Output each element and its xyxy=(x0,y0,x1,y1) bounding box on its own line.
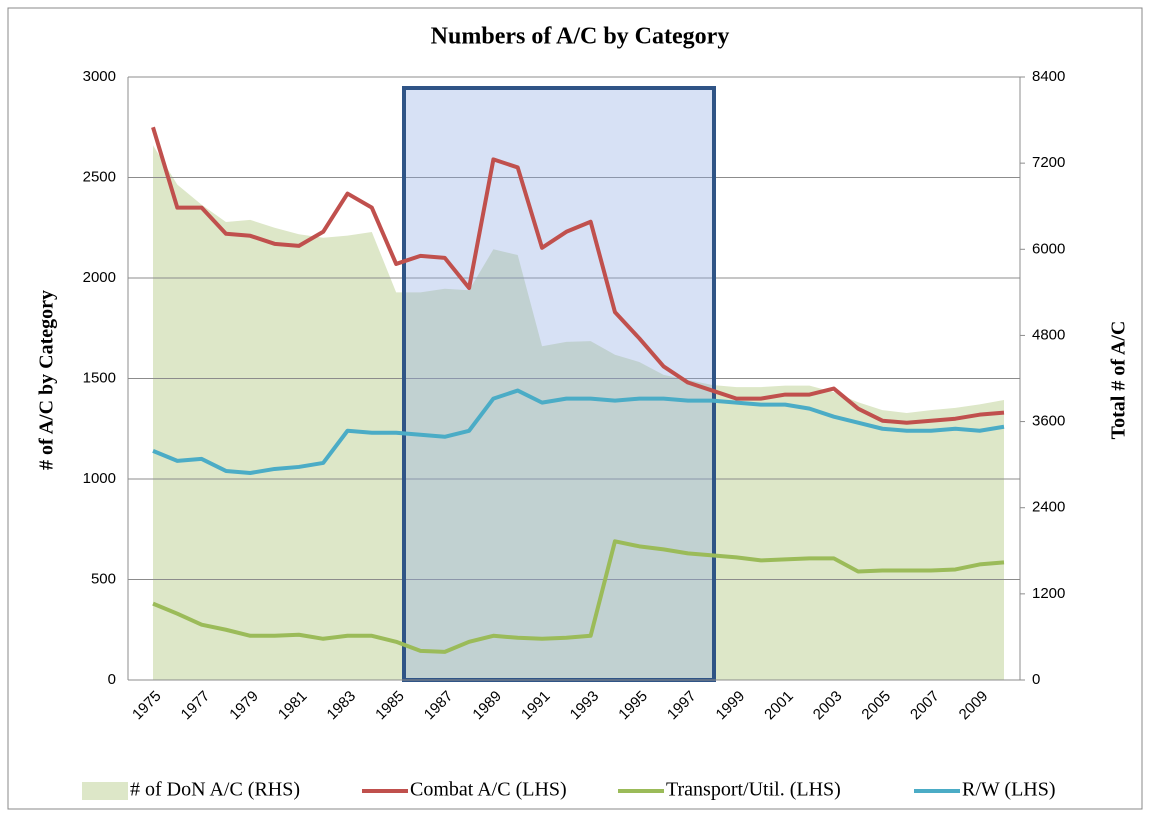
y2-tick-label: 1200 xyxy=(1032,585,1065,602)
y-axis-title: # of A/C by Category xyxy=(36,290,58,470)
y2-axis-title: Total # of A/C xyxy=(1108,321,1130,440)
legend-label: Transport/Util. (LHS) xyxy=(666,779,841,801)
highlight-box xyxy=(402,86,716,682)
legend-label: Combat A/C (LHS) xyxy=(410,779,567,801)
legend-swatch xyxy=(82,782,128,800)
legend-label: R/W (LHS) xyxy=(962,779,1056,801)
y-tick-label: 2500 xyxy=(83,168,116,185)
y2-tick-label: 4800 xyxy=(1032,326,1065,343)
y2-tick-label: 2400 xyxy=(1032,499,1065,516)
legend-label: # of DoN A/C (RHS) xyxy=(130,779,300,801)
y-tick-label: 1000 xyxy=(83,470,116,487)
chart-title: Numbers of A/C by Category xyxy=(431,24,730,50)
y2-tick-label: 0 xyxy=(1032,671,1040,688)
y-tick-label: 0 xyxy=(108,671,116,688)
y-tick-label: 500 xyxy=(91,570,116,587)
y2-tick-label: 3600 xyxy=(1032,413,1065,430)
y2-tick-label: 6000 xyxy=(1032,240,1065,257)
area-layer xyxy=(153,145,1004,681)
area xyxy=(153,145,1004,681)
y2-tick-label: 8400 xyxy=(1032,68,1065,85)
y-tick-label: 2000 xyxy=(83,269,116,286)
line xyxy=(151,126,1005,425)
y-tick-label: 1500 xyxy=(83,369,116,386)
line xyxy=(152,539,1005,654)
y-tick-label: 3000 xyxy=(83,68,116,85)
grid-layer xyxy=(128,76,1020,580)
line xyxy=(152,388,1005,475)
y2-tick-label: 7200 xyxy=(1032,154,1065,171)
